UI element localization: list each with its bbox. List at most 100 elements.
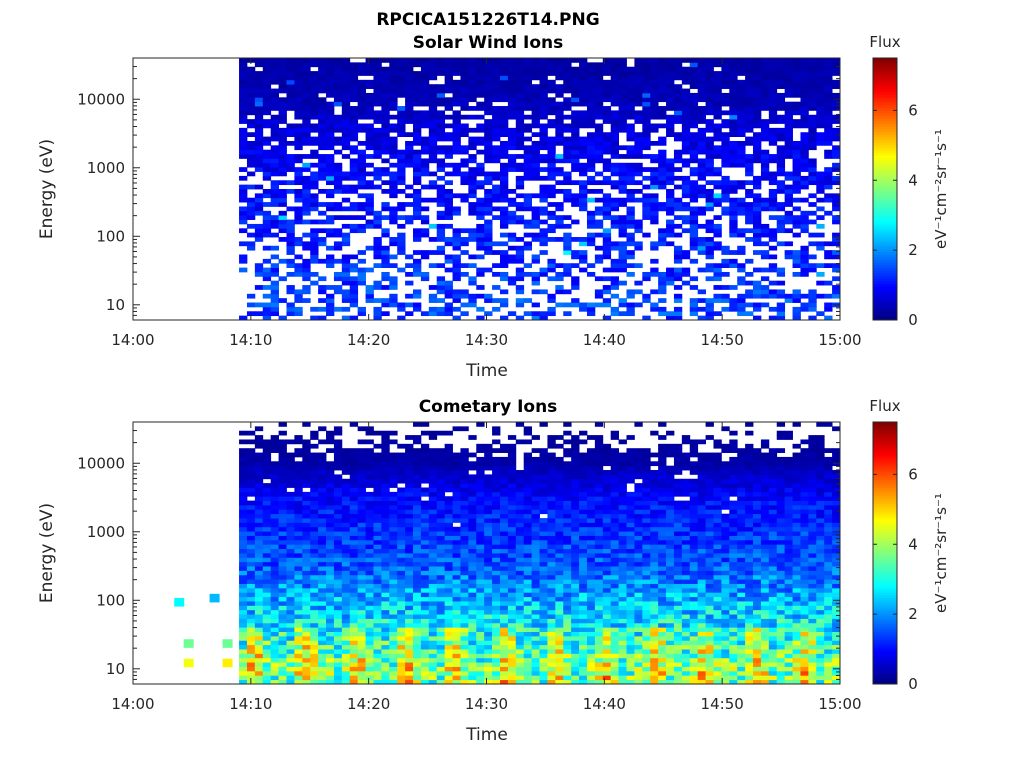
heatmap-cell — [721, 210, 730, 216]
heatmap-cell — [302, 605, 311, 611]
heatmap-cell — [689, 276, 699, 282]
heatmap-cell — [586, 101, 596, 107]
heatmap-cell — [618, 106, 627, 111]
heatmap-cell — [515, 206, 525, 212]
heatmap-cell — [729, 162, 738, 168]
heatmap-cell — [721, 145, 730, 151]
heatmap-cell — [753, 62, 762, 68]
heatmap-cell — [239, 491, 248, 497]
heatmap-cell — [824, 315, 833, 321]
heatmap-cell — [610, 123, 619, 129]
heatmap-cell — [254, 123, 264, 129]
heatmap-cell — [681, 132, 691, 137]
heatmap-cell — [547, 258, 556, 264]
heatmap-cell — [270, 101, 279, 107]
heatmap-cell — [294, 522, 303, 528]
colorbar-segment — [873, 204, 897, 208]
heatmap-cell — [373, 504, 382, 510]
heatmap-cell — [824, 254, 833, 260]
heatmap-cell — [397, 566, 406, 571]
heatmap-cell — [318, 500, 327, 506]
heatmap-cell — [515, 140, 525, 146]
heatmap-cell — [413, 553, 422, 558]
heatmap-cell — [302, 596, 311, 602]
heatmap-cell — [444, 614, 453, 619]
heatmap-cell — [270, 285, 279, 290]
heatmap-cell — [816, 123, 825, 129]
heatmap-cell — [689, 311, 699, 317]
heatmap-cell — [642, 114, 651, 120]
heatmap-cell — [768, 101, 778, 107]
heatmap-cell — [381, 627, 390, 632]
heatmap-cell — [642, 88, 651, 94]
heatmap-cell — [760, 154, 770, 159]
heatmap-cell — [428, 119, 438, 124]
heatmap-cell — [760, 197, 770, 203]
heatmap-cell — [262, 583, 272, 589]
heatmap-cell — [436, 644, 446, 650]
heatmap-cell — [697, 106, 706, 111]
heatmap-cell — [626, 92, 635, 98]
heatmap-cell — [713, 75, 722, 81]
heatmap-cell — [555, 92, 564, 98]
colorbar-segment — [873, 278, 897, 282]
heatmap-cell — [792, 232, 801, 238]
heatmap-cell — [349, 627, 359, 632]
heatmap-cell — [808, 202, 817, 207]
heatmap-cell — [318, 614, 327, 619]
heatmap-cell — [286, 522, 295, 528]
heatmap-cell — [326, 531, 335, 536]
heatmap-cell — [349, 500, 359, 506]
heatmap-cell — [333, 504, 343, 510]
heatmap-cell — [460, 452, 469, 458]
heatmap-cell — [286, 154, 295, 159]
heatmap-cell — [326, 92, 335, 98]
heatmap-cell — [602, 162, 612, 168]
heatmap-cell — [579, 241, 588, 247]
heatmap-cell — [270, 271, 279, 277]
heatmap-cell — [246, 430, 256, 436]
heatmap-cell — [468, 114, 477, 120]
heatmap-cell — [365, 285, 374, 290]
heatmap-cell — [563, 101, 572, 107]
heatmap-cell — [800, 302, 809, 308]
heatmap-cell — [436, 158, 446, 164]
heatmap-cell — [381, 254, 390, 260]
heatmap-cell — [389, 62, 398, 68]
heatmap-cell — [341, 119, 351, 124]
heatmap-cell — [294, 483, 303, 488]
heatmap-cell — [349, 583, 359, 589]
y-axis-label: Energy (eV) — [37, 139, 57, 239]
heatmap-cell — [610, 145, 619, 151]
heatmap-cell — [405, 622, 414, 628]
heatmap-cell — [808, 254, 817, 260]
heatmap-cell — [784, 219, 793, 225]
heatmap-cell — [681, 202, 691, 207]
heatmap-cell — [381, 132, 390, 137]
heatmap-cell — [278, 158, 287, 164]
heatmap-cell — [523, 154, 533, 159]
heatmap-cell — [784, 119, 793, 124]
heatmap-cell — [753, 241, 762, 247]
heatmap-cell — [302, 566, 311, 571]
heatmap-cell — [689, 71, 699, 76]
heatmap-cell — [444, 189, 453, 194]
heatmap-cell — [302, 561, 311, 567]
heatmap-cell — [634, 219, 643, 225]
heatmap-cell — [808, 193, 817, 199]
heatmap-cell — [760, 285, 770, 290]
heatmap-cell — [405, 478, 414, 484]
heatmap-cell — [697, 97, 706, 103]
heatmap-cell — [436, 223, 446, 229]
heatmap-cell — [460, 487, 469, 493]
heatmap-cell — [318, 71, 327, 76]
heatmap-cell — [262, 66, 272, 72]
heatmap-cell — [689, 210, 699, 216]
heatmap-cell — [713, 136, 722, 142]
heatmap-cell — [476, 285, 485, 290]
heatmap-cell — [294, 583, 303, 589]
heatmap-cell — [341, 465, 351, 471]
heatmap-cell — [428, 483, 438, 488]
heatmap-cell — [302, 106, 311, 111]
heatmap-cell — [452, 254, 461, 260]
